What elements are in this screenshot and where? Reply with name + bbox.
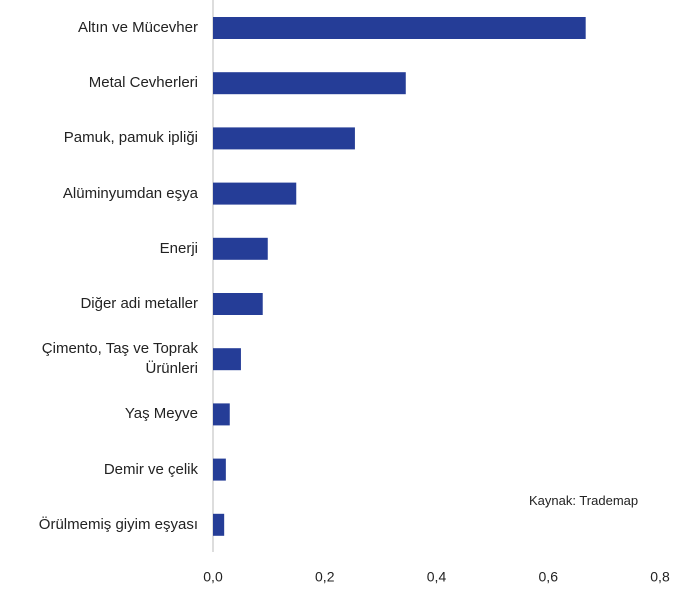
bar <box>213 237 268 260</box>
category-label: Metal Cevherleri <box>88 74 198 92</box>
x-tick-label: 0,0 <box>203 569 223 585</box>
bar <box>213 182 297 205</box>
category-label: Enerji <box>159 239 198 257</box>
category-label: Diğer adi metaller <box>80 295 198 312</box>
category-label: Pamuk, pamuk ipliği <box>63 129 198 147</box>
bar <box>213 458 226 481</box>
category-label: Yaş Meyve <box>124 405 198 423</box>
bar <box>213 127 355 150</box>
category-label: Örülmemiş giyim eşyası <box>38 515 198 533</box>
category-label: Altın ve Mücevher <box>77 19 198 36</box>
category-label: Alüminyumdan eşya <box>62 184 198 202</box>
bar <box>213 403 230 426</box>
bar <box>213 72 406 95</box>
bar <box>213 293 263 315</box>
x-tick-label: 0,8 <box>650 569 670 585</box>
category-label: Demir ve çelik <box>103 460 198 478</box>
x-tick-label: 0,2 <box>315 569 335 585</box>
x-tick-label: 0,4 <box>427 569 447 585</box>
bar <box>213 17 586 39</box>
bar <box>213 513 225 536</box>
x-tick-label: 0,6 <box>539 569 559 585</box>
bar <box>213 348 241 371</box>
category-label: Çimento, Taş ve Toprak Ürünleri <box>41 340 198 378</box>
source-note: Kaynak: Trademap <box>529 493 639 508</box>
